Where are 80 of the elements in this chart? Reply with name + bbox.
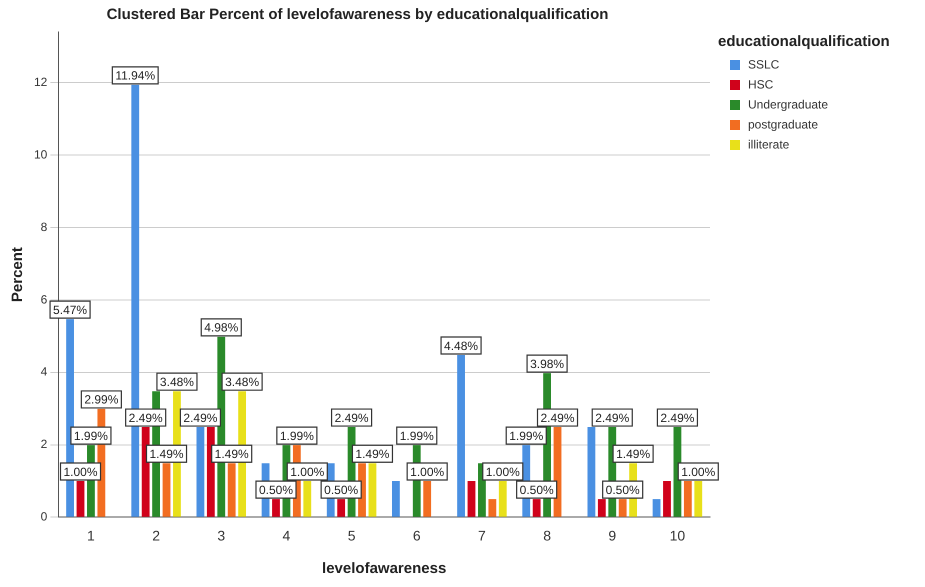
data-label: 3.48% bbox=[225, 375, 260, 390]
data-label: 1.99% bbox=[509, 428, 544, 443]
bar bbox=[598, 499, 606, 517]
y-tick-label: 12 bbox=[34, 75, 48, 90]
data-label: 2.49% bbox=[183, 410, 218, 425]
data-label: 1.00% bbox=[410, 464, 445, 479]
bar bbox=[76, 480, 84, 517]
data-label: 1.00% bbox=[681, 464, 716, 479]
bar bbox=[162, 463, 170, 517]
y-tick-label: 4 bbox=[40, 364, 48, 379]
chart-title: Clustered Bar Percent of levelofawareness by educationalqualification bbox=[106, 6, 608, 24]
y-tick-label: 0 bbox=[40, 510, 48, 524]
legend-label: illiterate bbox=[748, 137, 790, 152]
legend-label: Undergraduate bbox=[748, 97, 828, 112]
bar bbox=[618, 499, 627, 517]
data-label: 1.49% bbox=[214, 447, 250, 462]
data-label: 5.47% bbox=[53, 302, 88, 317]
bar bbox=[337, 499, 346, 517]
y-axis-title: Percent bbox=[9, 247, 26, 302]
data-label: 1.00% bbox=[486, 464, 520, 479]
data-label: 1.49% bbox=[355, 447, 390, 462]
bar bbox=[663, 480, 671, 517]
legend-label: SSLC bbox=[748, 57, 780, 72]
x-tick-label: 6 bbox=[412, 527, 421, 544]
x-tick-label: 10 bbox=[670, 527, 686, 544]
data-label: 2.49% bbox=[660, 410, 695, 425]
bar bbox=[423, 480, 432, 517]
data-label: 1.99% bbox=[74, 428, 108, 443]
bar bbox=[368, 463, 376, 517]
y-tick-label: 8 bbox=[40, 220, 48, 234]
x-tick-label: 5 bbox=[348, 527, 356, 544]
x-tick-label: 8 bbox=[543, 527, 552, 544]
data-label: 1.00% bbox=[290, 464, 325, 479]
data-label: 0.50% bbox=[520, 482, 554, 497]
data-label: 2.49% bbox=[595, 410, 630, 425]
legend-label: HSC bbox=[748, 77, 774, 92]
data-label: 1.99% bbox=[280, 428, 314, 443]
data-label: 4.48% bbox=[444, 338, 478, 353]
data-label: 0.50% bbox=[258, 482, 294, 497]
bar bbox=[488, 499, 496, 517]
y-tick-label: 6 bbox=[40, 292, 48, 306]
bar bbox=[532, 499, 541, 517]
bar bbox=[554, 427, 562, 517]
data-label: 11.94% bbox=[115, 68, 156, 83]
data-label: 1.00% bbox=[63, 464, 98, 479]
data-label: 1.49% bbox=[616, 447, 650, 462]
bar bbox=[196, 427, 204, 517]
data-label: 0.50% bbox=[606, 482, 640, 497]
bar bbox=[684, 480, 692, 517]
bar bbox=[303, 480, 312, 517]
bar bbox=[498, 480, 507, 517]
x-tick-label: 2 bbox=[152, 527, 160, 544]
data-label: 4.98% bbox=[204, 320, 239, 335]
bar bbox=[228, 463, 236, 517]
data-label: 2.99% bbox=[84, 392, 119, 407]
bar bbox=[457, 354, 465, 517]
x-tick-label: 7 bbox=[478, 527, 486, 544]
bar bbox=[468, 480, 476, 517]
bar bbox=[272, 499, 280, 517]
data-label: 1.99% bbox=[400, 428, 434, 443]
data-label: 2.49% bbox=[334, 410, 369, 425]
legend-label: postgraduate bbox=[748, 117, 818, 132]
x-axis-title: levelofawareness bbox=[322, 560, 446, 578]
bar bbox=[694, 480, 702, 517]
data-label: 3.48% bbox=[160, 375, 194, 390]
y-tick-label: 2 bbox=[40, 437, 48, 452]
data-label: 1.49% bbox=[150, 447, 184, 462]
bar bbox=[392, 480, 400, 517]
data-label: 2.49% bbox=[128, 410, 164, 425]
y-tick-label: 10 bbox=[34, 147, 48, 162]
x-tick-label: 4 bbox=[282, 527, 291, 544]
x-tick-label: 9 bbox=[608, 527, 616, 544]
data-label: 2.49% bbox=[540, 410, 575, 425]
bar bbox=[652, 499, 660, 517]
bar bbox=[587, 427, 596, 517]
data-label: 3.98% bbox=[530, 356, 564, 371]
x-tick-label: 3 bbox=[217, 527, 226, 544]
x-tick-label: 1 bbox=[87, 527, 96, 544]
legend-title: educationalqualification bbox=[718, 33, 890, 50]
data-label: 0.50% bbox=[324, 482, 359, 497]
